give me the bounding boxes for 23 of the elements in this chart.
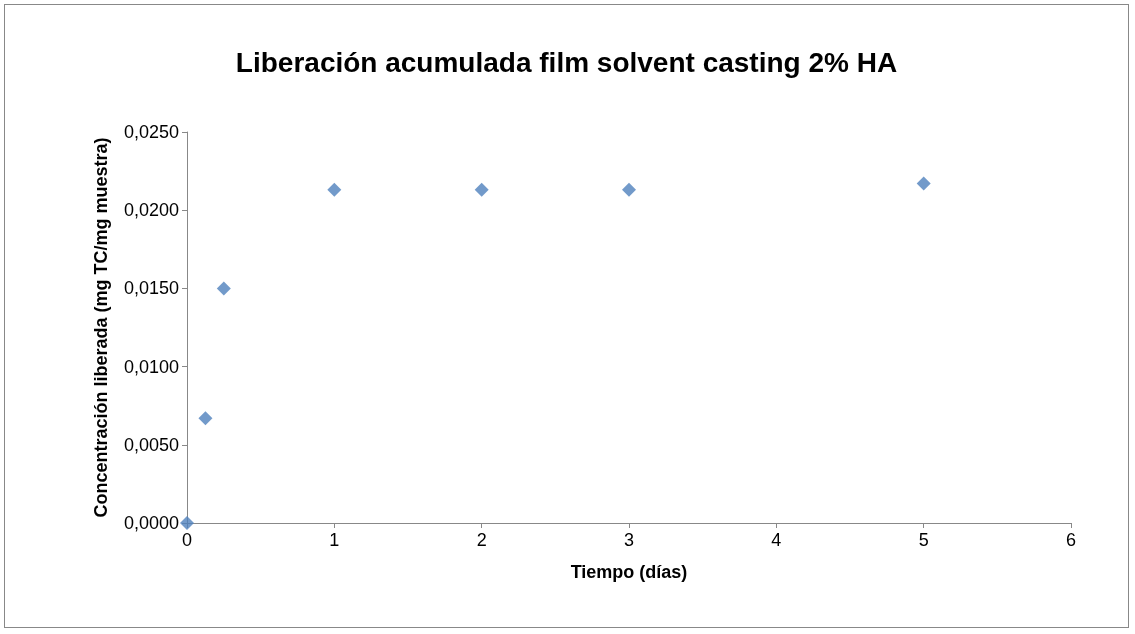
point (216, 281, 231, 296)
y-tick-label: 0,0000 (123, 513, 179, 533)
point (916, 176, 931, 191)
y-tick-label: 0,0100 (123, 356, 179, 377)
chart-title: Liberación acumulada film solvent casting 2% HA (235, 46, 898, 78)
y-tick-label: 0,0250 (123, 122, 179, 142)
x-tick-label: 4 (771, 530, 782, 550)
point (622, 182, 636, 197)
point (180, 516, 194, 530)
x-tick-label: 2 (476, 530, 487, 550)
x-tick-label: 6 (1065, 530, 1077, 550)
y-tick-label: 0,0200 (123, 200, 179, 221)
x-tick-label: 3 (623, 530, 635, 550)
point (327, 182, 342, 197)
y-tick-label: 0,0150 (123, 278, 179, 299)
x-tick-label: 1 (329, 530, 340, 550)
y-axis-title: Concentración liberada (mg TC/mg muestra) (91, 137, 112, 518)
x-tick-label: 5 (918, 530, 929, 550)
x-tick-label: 0 (181, 530, 193, 550)
point (198, 411, 213, 426)
point (474, 182, 489, 197)
x-axis-title: Tiempo (días) (570, 562, 688, 582)
y-tick-label: 0,0050 (123, 434, 179, 455)
